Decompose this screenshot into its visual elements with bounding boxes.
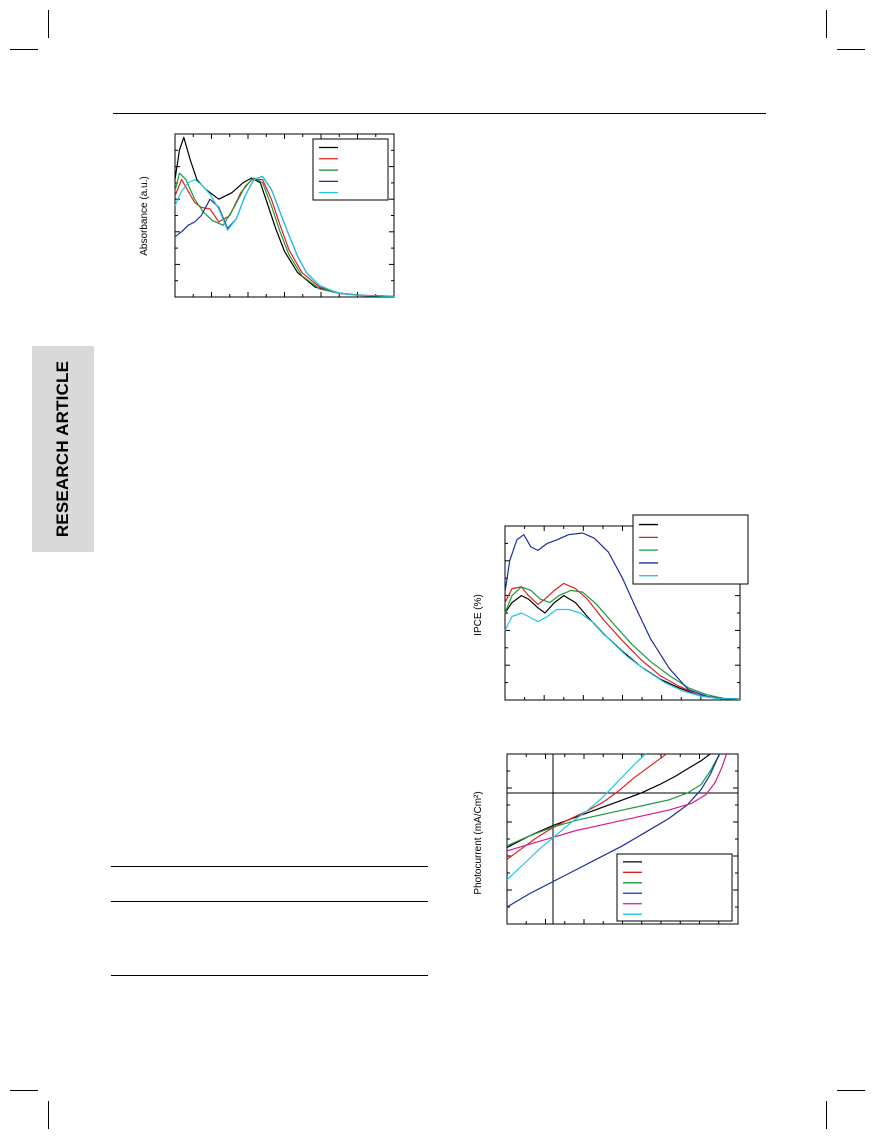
y-axis-label: Photocurrent (mA/Cm²) [473, 791, 484, 894]
series-line-1 [504, 594, 741, 700]
series-line-6 [506, 753, 647, 881]
crop-mark [10, 1090, 38, 1091]
crop-mark [10, 49, 38, 50]
table-rule-bottom [111, 975, 428, 976]
crop-mark [48, 10, 49, 38]
header-rule [113, 113, 766, 114]
crop-mark [837, 1090, 865, 1091]
y-axis-label: IPCE (%) [473, 594, 484, 636]
series-line-4 [506, 753, 721, 908]
series-line-1 [506, 753, 711, 849]
y-axis-label: Absorbance (a.u.) [139, 176, 150, 256]
crop-mark [826, 10, 827, 38]
series-line-3 [174, 172, 395, 297]
table-rule-top [111, 866, 428, 867]
series-line-3 [504, 586, 741, 700]
crop-mark [826, 1101, 827, 1129]
legend-box [616, 853, 733, 922]
series-line-2 [504, 582, 741, 700]
section-side-tab: RESEARCH ARTICLE [32, 346, 94, 552]
series-line-2 [506, 753, 667, 860]
crop-mark [837, 49, 865, 50]
series-line-5 [174, 175, 395, 297]
series-line-5 [504, 608, 741, 700]
series-line-1 [174, 136, 395, 297]
series-line-4 [504, 532, 741, 700]
crop-mark [48, 1101, 49, 1129]
series-line-3 [506, 753, 721, 847]
table-rule-mid [111, 901, 428, 902]
